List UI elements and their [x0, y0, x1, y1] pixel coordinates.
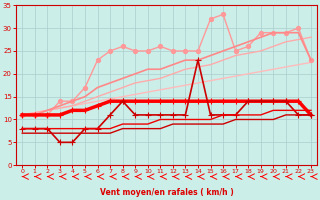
- X-axis label: Vent moyen/en rafales ( km/h ): Vent moyen/en rafales ( km/h ): [100, 188, 234, 197]
